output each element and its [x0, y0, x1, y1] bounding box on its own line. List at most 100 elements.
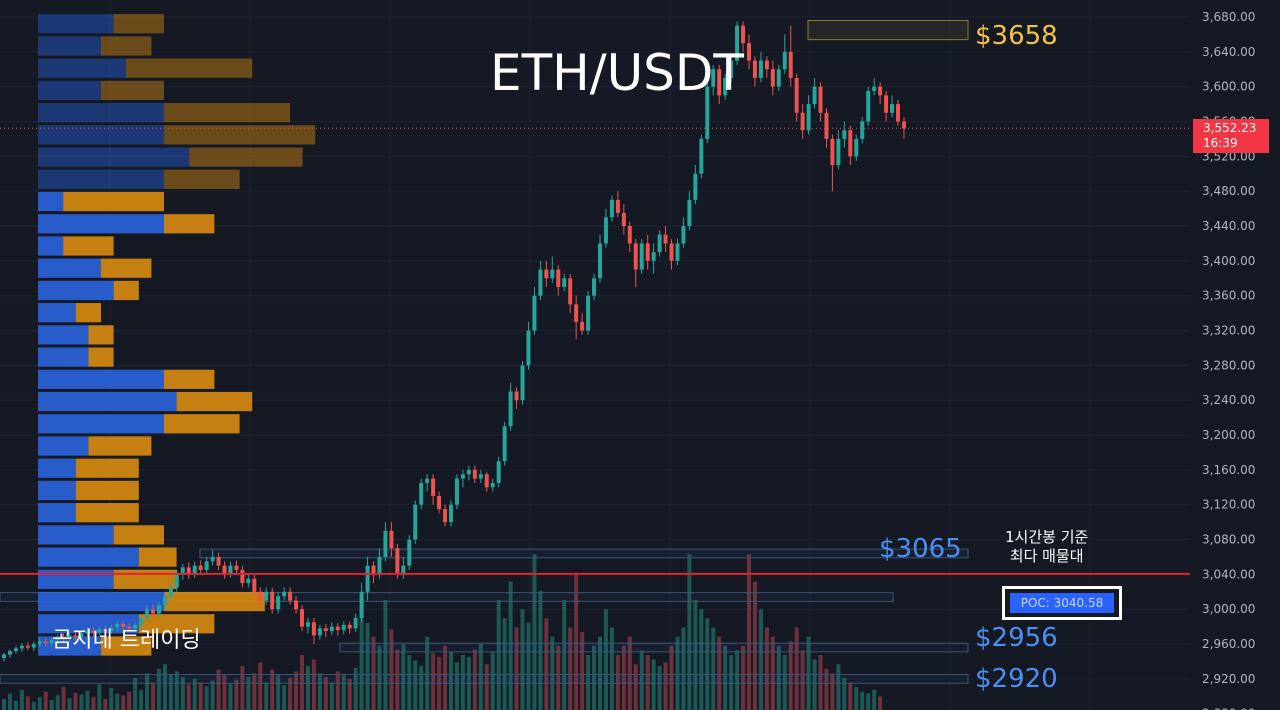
- candle-body: [61, 637, 66, 639]
- price-tick-label: 3,480.00: [1202, 184, 1255, 198]
- candle-body: [580, 321, 585, 331]
- candle-body: [67, 635, 72, 639]
- candle: [896, 99, 900, 126]
- candle: [437, 491, 442, 514]
- candle: [121, 621, 126, 631]
- candle-body: [896, 104, 900, 122]
- profile-sell-bar: [75, 303, 101, 323]
- candle: [258, 587, 263, 605]
- candle: [687, 191, 692, 231]
- volume-bar: [186, 684, 191, 710]
- volume-bar: [639, 650, 644, 710]
- volume-bar: [615, 655, 620, 710]
- candle: [127, 623, 132, 632]
- candlesticks: [2, 21, 906, 662]
- volume-bar: [234, 679, 239, 710]
- candle: [735, 21, 740, 65]
- candle-body: [151, 609, 155, 614]
- candle: [830, 134, 835, 192]
- profile-sell-bar: [138, 547, 177, 567]
- candle-body: [395, 548, 400, 575]
- volume-bar: [663, 662, 668, 710]
- profile-sell-bar: [164, 591, 265, 612]
- candle-body: [19, 645, 24, 649]
- candle-body: [675, 243, 680, 261]
- volume-bar: [478, 644, 483, 710]
- candle-body: [329, 626, 334, 631]
- candle: [782, 34, 787, 74]
- volume-bar: [854, 687, 859, 710]
- candle-body: [121, 624, 126, 627]
- candle: [449, 500, 453, 527]
- candle-body: [282, 591, 287, 597]
- volume-bar: [800, 650, 805, 710]
- candle: [550, 256, 555, 283]
- candle: [145, 605, 150, 622]
- candle: [639, 239, 644, 274]
- candle: [878, 82, 883, 105]
- poc-annotation: 1시간봉 기준 최다 매물대: [1005, 528, 1088, 566]
- candle: [341, 621, 346, 635]
- volume-bar: [55, 695, 60, 710]
- volume-bar: [782, 655, 787, 710]
- candle: [538, 260, 543, 301]
- candle: [371, 561, 376, 584]
- candle-body: [556, 269, 561, 287]
- candle-body: [532, 295, 537, 331]
- volume-bar: [341, 675, 346, 710]
- candle: [61, 633, 66, 643]
- candle-body: [782, 51, 787, 70]
- price-tick-label: 3,000.00: [1202, 602, 1255, 616]
- profile-buy-bar: [38, 191, 64, 212]
- poc-highlight-box: POC: 3040.58: [1002, 586, 1122, 620]
- profile-buy-bar: [38, 214, 164, 234]
- candle-body: [240, 570, 245, 584]
- candle-body: [13, 648, 18, 652]
- candle: [502, 421, 507, 466]
- volume-bar: [449, 651, 453, 710]
- volume-bar: [788, 641, 793, 710]
- candle: [901, 117, 906, 139]
- candle: [675, 239, 680, 266]
- candle: [872, 77, 877, 96]
- candle: [490, 478, 495, 492]
- volume-bar: [776, 645, 781, 710]
- candle: [133, 622, 138, 631]
- candle-body: [252, 578, 257, 592]
- volume-bar: [7, 693, 12, 710]
- candle: [711, 64, 716, 96]
- candle: [460, 469, 465, 488]
- profile-buy-bar: [38, 303, 76, 323]
- candle: [657, 230, 662, 257]
- price-axis[interactable]: 3,680.003,640.003,600.003,560.003,520.00…: [1202, 10, 1255, 710]
- candle-body: [717, 69, 722, 96]
- volume-bar: [460, 655, 465, 710]
- candle-body: [168, 587, 173, 597]
- volume-bar: [568, 627, 573, 710]
- candle: [472, 465, 477, 483]
- candle: [168, 583, 173, 601]
- volume-bar: [198, 682, 203, 710]
- candle-body: [752, 60, 757, 78]
- volume-bar: [514, 627, 519, 710]
- price-tick-label: 3,600.00: [1202, 80, 1255, 94]
- volume-bar: [747, 554, 751, 710]
- volume-bar: [633, 664, 638, 710]
- candle-body: [91, 630, 96, 633]
- candle-body: [156, 604, 161, 614]
- profile-buy-bar: [38, 458, 76, 478]
- candle-body: [472, 469, 477, 479]
- candle-body: [806, 104, 811, 131]
- volume-bar: [735, 650, 740, 710]
- candle: [890, 95, 895, 118]
- volume-bar: [699, 609, 704, 710]
- volume-bar: [139, 689, 144, 710]
- candle-body: [824, 112, 829, 139]
- candle: [526, 321, 531, 370]
- volume-bar: [156, 668, 161, 710]
- candle-body: [204, 561, 209, 571]
- volume-bar: [705, 618, 710, 710]
- candle: [705, 77, 710, 144]
- volume-bar: [830, 673, 835, 710]
